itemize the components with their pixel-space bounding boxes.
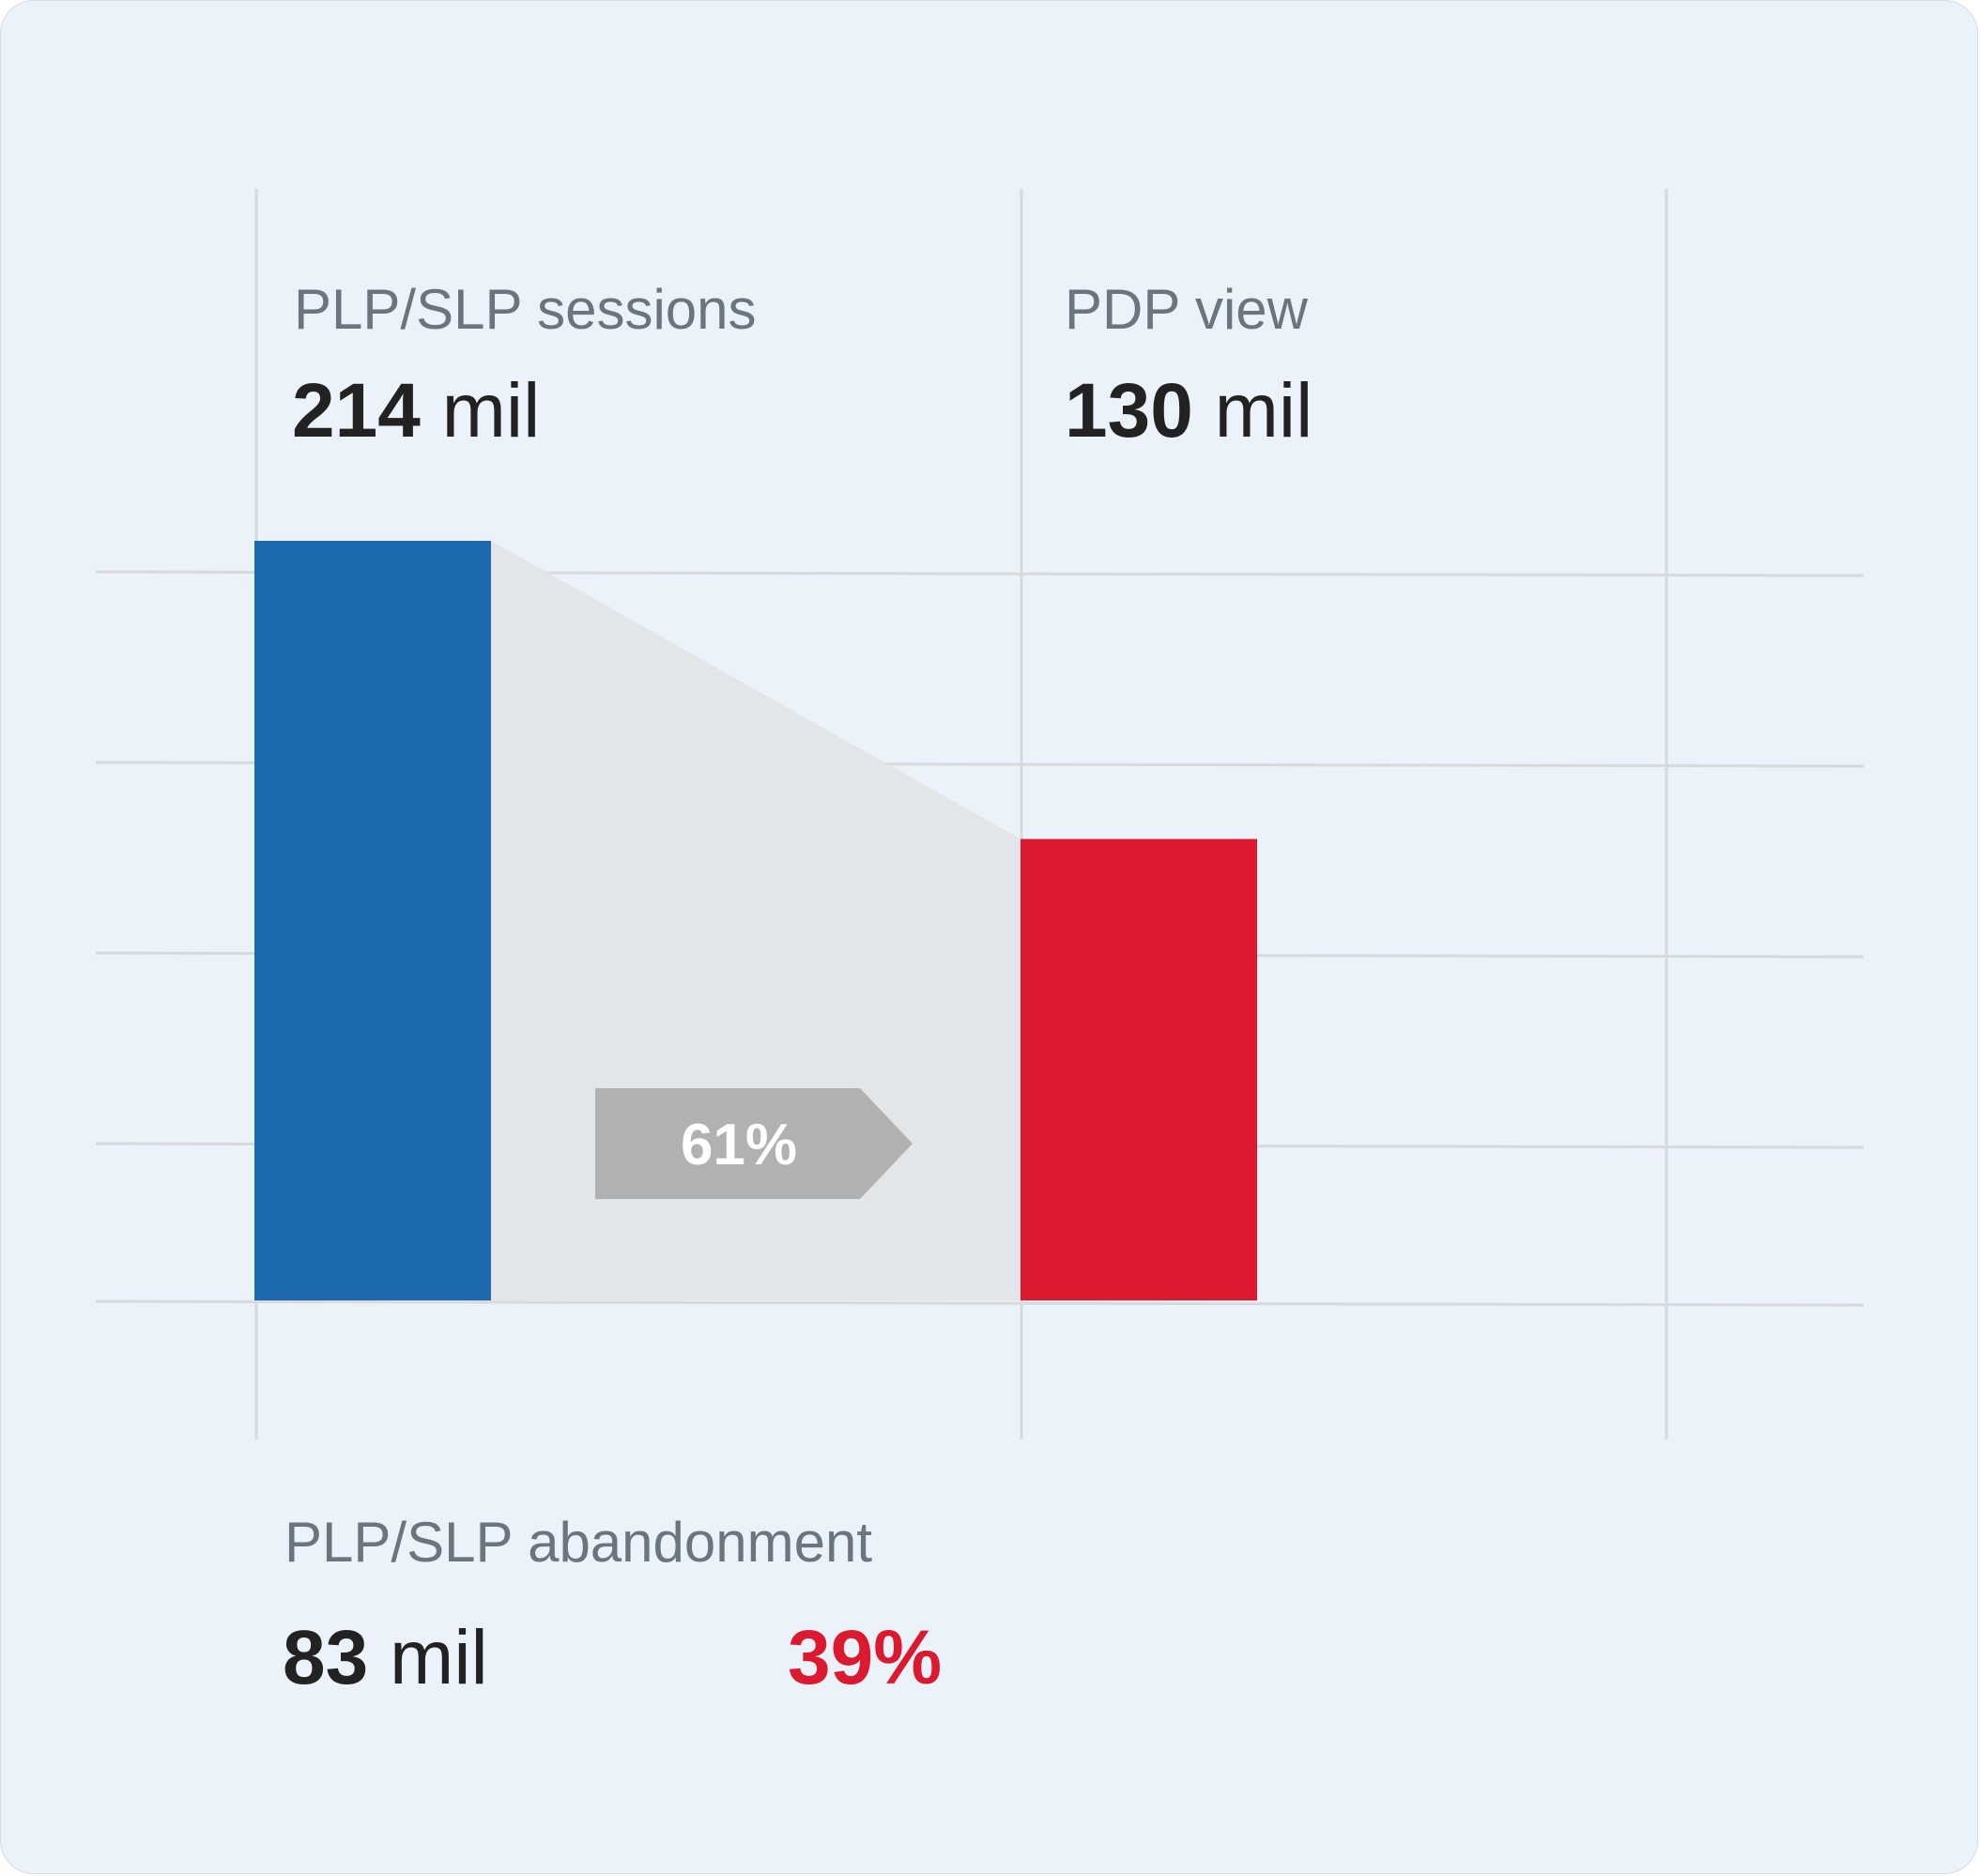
stage-value-pdp: 130 mil	[1065, 368, 1313, 454]
abandonment-percent: 39%	[788, 1615, 943, 1700]
conversion-arrow	[595, 1088, 913, 1199]
abandonment-value: 83 mil	[283, 1615, 488, 1700]
abandonment-label: PLP/SLP abandonment	[284, 1511, 873, 1574]
bar-sessions	[254, 541, 491, 1300]
stage-label-sessions: PLP/SLP sessions	[294, 278, 757, 341]
stage-label-pdp: PDP view	[1065, 278, 1308, 341]
conversion-label: 61%	[681, 1113, 797, 1177]
stage-value-sessions: 214 mil	[292, 368, 541, 454]
bar-pdp-view	[1021, 838, 1257, 1300]
gridline-horizontal	[95, 1299, 1865, 1307]
